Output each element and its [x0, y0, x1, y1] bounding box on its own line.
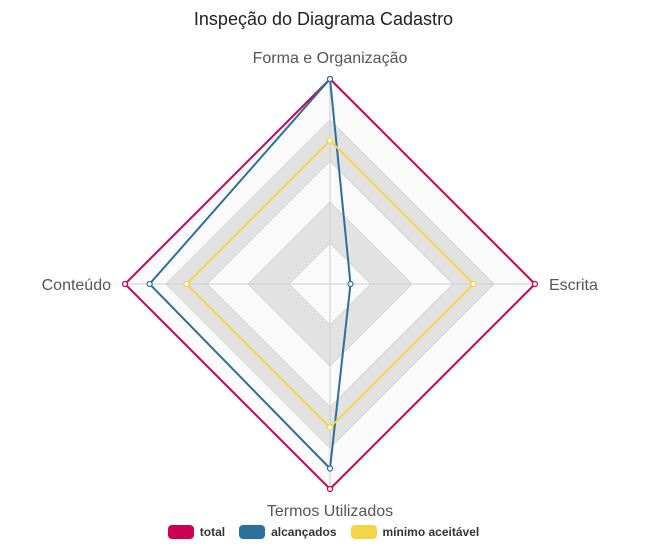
data-point[interactable] [326, 485, 334, 493]
data-point[interactable] [326, 137, 334, 144]
legend-item[interactable]: total [167, 525, 226, 539]
data-point[interactable] [121, 280, 129, 288]
chart-title: Inspeção do Diagrama Cadastro [193, 9, 454, 29]
series-mínimo-aceitável [183, 137, 477, 431]
data-point[interactable] [347, 280, 354, 288]
axis-labels: Forma e Organização Escrita Termos Utiliza… [42, 50, 598, 520]
axis-label: Forma e Organização [253, 50, 408, 67]
legend-label: total [199, 525, 226, 539]
data-point[interactable] [146, 280, 153, 288]
legend: total alcançados mínimo aceitável [0, 525, 647, 539]
legend-swatch [167, 525, 194, 539]
axis-label: Conteúdo [42, 277, 111, 294]
data-point[interactable] [326, 424, 334, 431]
legend-swatch [239, 525, 266, 539]
data-point[interactable] [470, 280, 477, 288]
legend-item[interactable]: alcançados [239, 525, 337, 539]
axis-label: Escrita [549, 277, 598, 294]
data-point[interactable] [326, 465, 334, 472]
data-point[interactable] [326, 75, 334, 83]
series-layer [121, 75, 539, 493]
data-point[interactable] [531, 280, 539, 288]
legend-item[interactable]: mínimo aceitável [350, 525, 480, 539]
data-point[interactable] [183, 280, 190, 288]
series-alcançados [146, 75, 354, 472]
legend-label: alcançados [271, 525, 337, 539]
legend-label: mínimo aceitável [382, 525, 480, 539]
axis-label: Termos Utilizados [267, 503, 393, 520]
grid-spokes [125, 79, 535, 489]
legend-swatch [350, 525, 377, 539]
